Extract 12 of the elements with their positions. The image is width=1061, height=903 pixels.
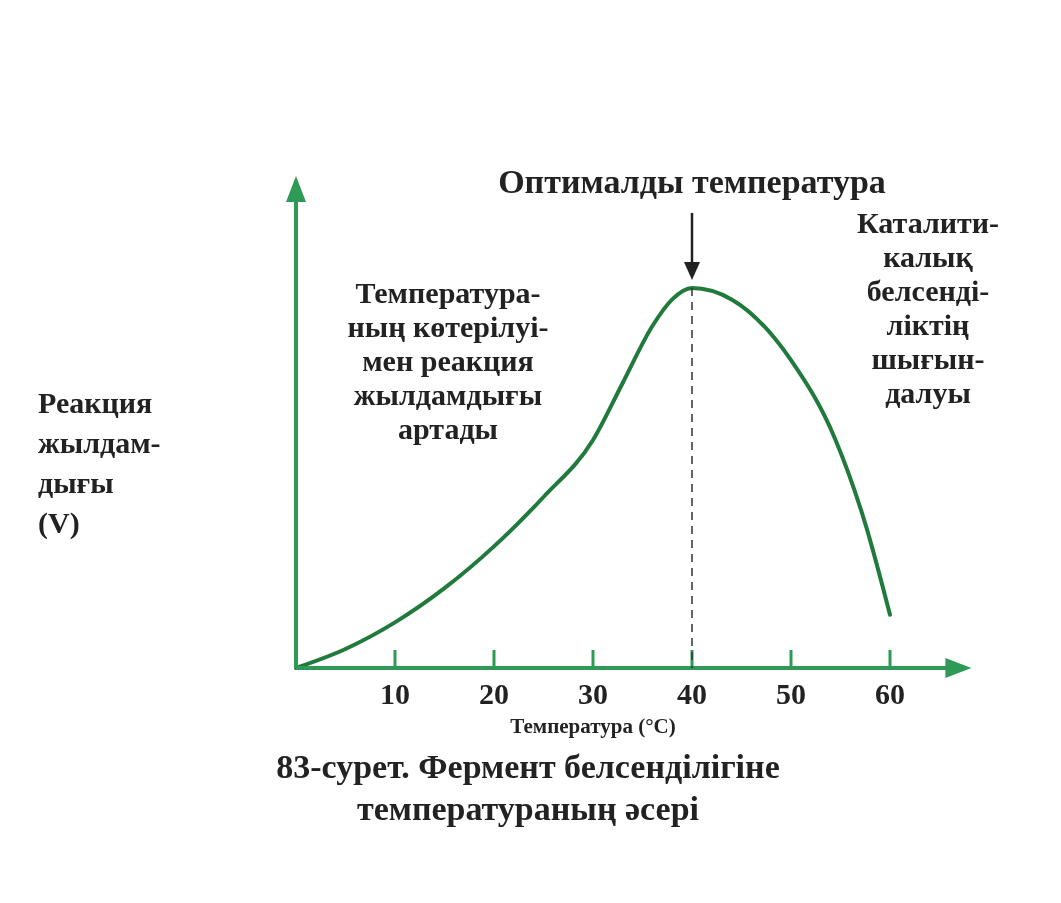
annotation: Каталити- калық белсенді- ліктің шығын- далуы <box>856 206 1000 409</box>
x-axis-title: Температура (°C) <box>510 714 676 738</box>
x-tick-label: 50 <box>776 677 806 710</box>
x-tick-label: 20 <box>479 677 509 710</box>
x-tick-label: 40 <box>677 677 707 710</box>
x-tick-label: 30 <box>578 677 608 710</box>
annotation: Температура- ның көтерілуі- мен реакция жылдамдығы артады <box>347 276 549 445</box>
text: 83-сурет. Фермент белсенділігіне температураның әсері <box>276 748 780 827</box>
y-axis-title: Реакция жылдам- дығы (V) <box>38 386 161 540</box>
ref-line-label: Оптималды температура <box>498 163 886 200</box>
x-tick-label: 10 <box>380 677 410 710</box>
x-tick-label: 60 <box>875 677 905 710</box>
